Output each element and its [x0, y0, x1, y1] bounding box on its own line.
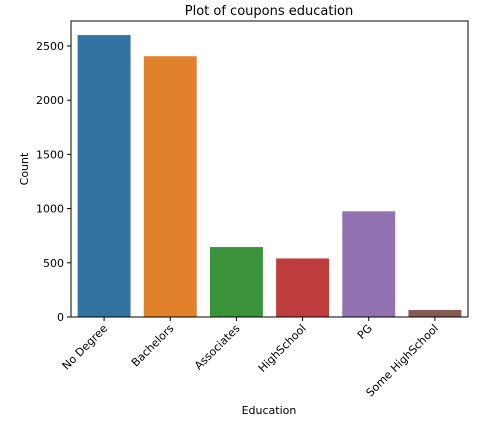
x-tick-label: HighSchool	[256, 322, 309, 375]
bar-3	[210, 247, 263, 317]
x-axis: No Degree Bachelors Associates HighSchool PG…	[60, 317, 441, 399]
y-tick-label: 2500	[36, 40, 64, 53]
y-tick-label: 0	[57, 311, 64, 324]
x-axis-title: Education	[242, 404, 297, 417]
y-tick-label: 500	[43, 257, 64, 270]
x-tick-label: Associates	[192, 322, 243, 373]
y-tick-label: 2000	[36, 94, 64, 107]
y-tick-label: 1000	[36, 203, 64, 216]
plot-area	[78, 35, 462, 317]
y-axis-title: Count	[18, 152, 31, 185]
bar-4	[276, 258, 329, 317]
bar-6	[408, 310, 461, 317]
y-axis: 0 500 1000 1500 2000 2500	[36, 40, 71, 324]
x-tick-label: PG	[355, 322, 375, 342]
bar-5	[342, 211, 395, 317]
chart-title: Plot of coupons education	[185, 4, 354, 19]
bar-2	[144, 56, 197, 317]
x-tick-label: Some HighSchool	[364, 322, 441, 399]
bar-1	[78, 35, 131, 317]
x-tick-label: Bachelors	[129, 322, 177, 370]
y-tick-label: 1500	[36, 148, 64, 161]
x-tick-label: No Degree	[60, 322, 111, 373]
